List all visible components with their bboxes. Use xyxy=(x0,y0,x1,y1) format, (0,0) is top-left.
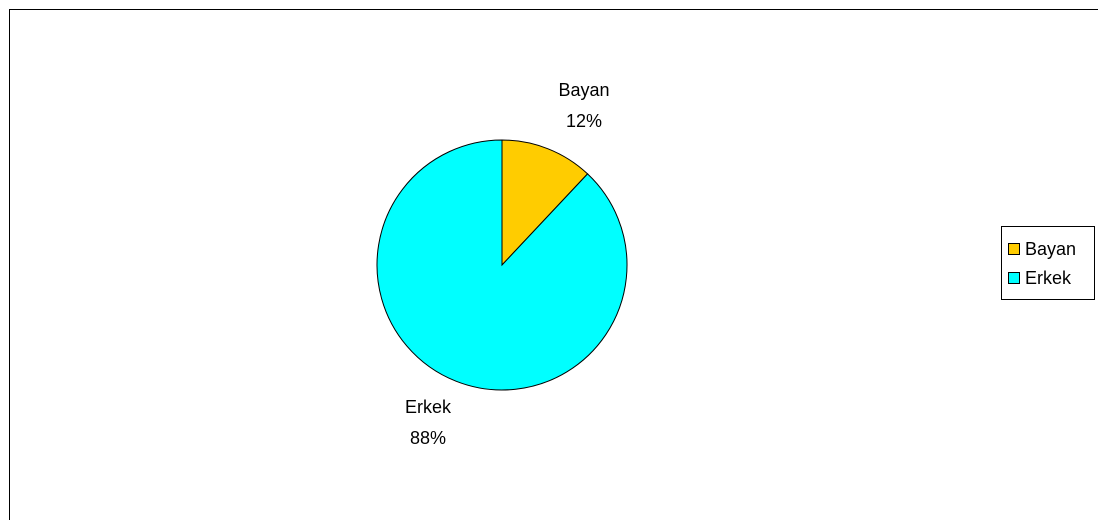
legend: Bayan Erkek xyxy=(1001,226,1095,300)
slice-label-bayan-value: 12% xyxy=(565,111,603,131)
slice-label-bayan: Bayan 12% xyxy=(548,75,620,137)
legend-item-bayan: Bayan xyxy=(1008,237,1076,261)
slice-label-erkek: Erkek 88% xyxy=(392,392,464,454)
legend-label-bayan: Bayan xyxy=(1025,238,1077,259)
legend-swatch-bayan xyxy=(1008,243,1020,255)
slice-label-bayan-name: Bayan xyxy=(558,80,610,100)
slice-label-erkek-name: Erkek xyxy=(404,397,451,417)
slice-label-erkek-value: 88% xyxy=(409,428,447,448)
legend-item-erkek: Erkek xyxy=(1008,266,1071,290)
pie-slice-bayan xyxy=(501,139,589,267)
legend-swatch-erkek xyxy=(1008,272,1020,284)
pie-slice-erkek xyxy=(376,139,628,391)
legend-label-erkek: Erkek xyxy=(1025,267,1072,288)
